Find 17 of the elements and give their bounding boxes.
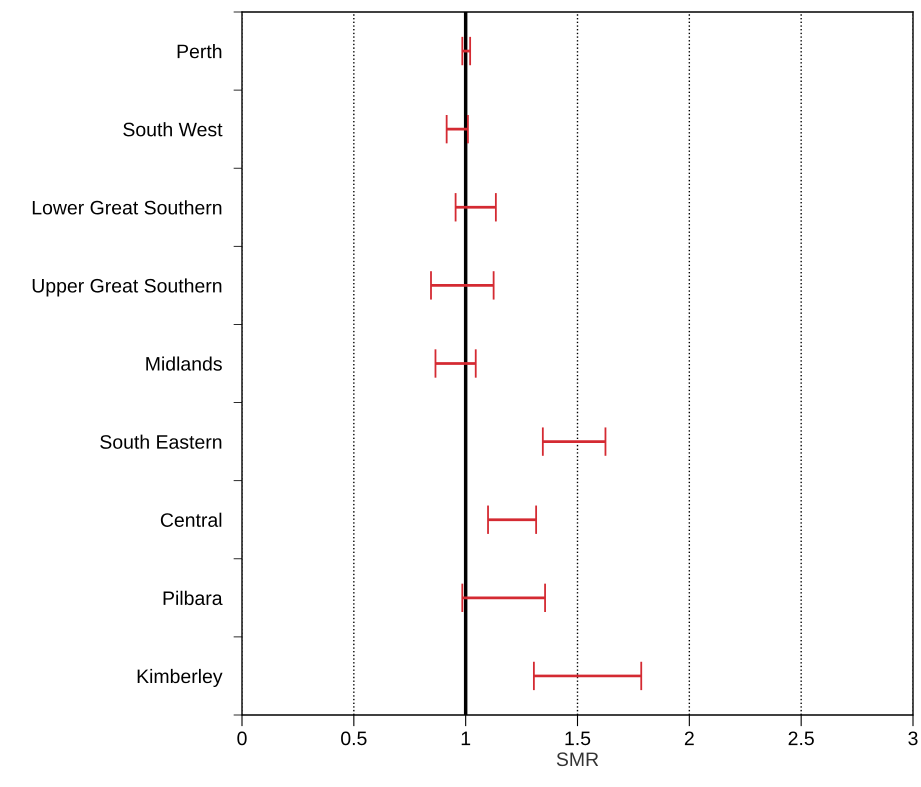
x-tick-label: 2 (684, 731, 694, 746)
x-axis-title: SMR (556, 752, 598, 766)
y-tick-label: Kimberley (138, 668, 223, 688)
y-tick-label: South West (123, 122, 222, 136)
y-tick-label: Midlands (146, 356, 222, 371)
y-tick-label: Pilbara (164, 590, 223, 606)
x-tick-label: 1.5 (565, 732, 590, 746)
x-tick-label: 2.5 (788, 731, 814, 746)
y-tick-label: Perth (178, 44, 222, 58)
y-tick-label: Upper Great Southern (32, 278, 222, 296)
x-tick-label: 1 (462, 732, 470, 746)
x-tick-label: 3 (908, 731, 918, 746)
y-tick-label: Central (160, 512, 222, 527)
x-tick-label: 0.5 (341, 731, 367, 746)
x-tick-label: 0 (237, 731, 247, 746)
y-tick-label: Lower Great Southern (32, 200, 222, 215)
y-tick-label: South Eastern (100, 434, 222, 449)
